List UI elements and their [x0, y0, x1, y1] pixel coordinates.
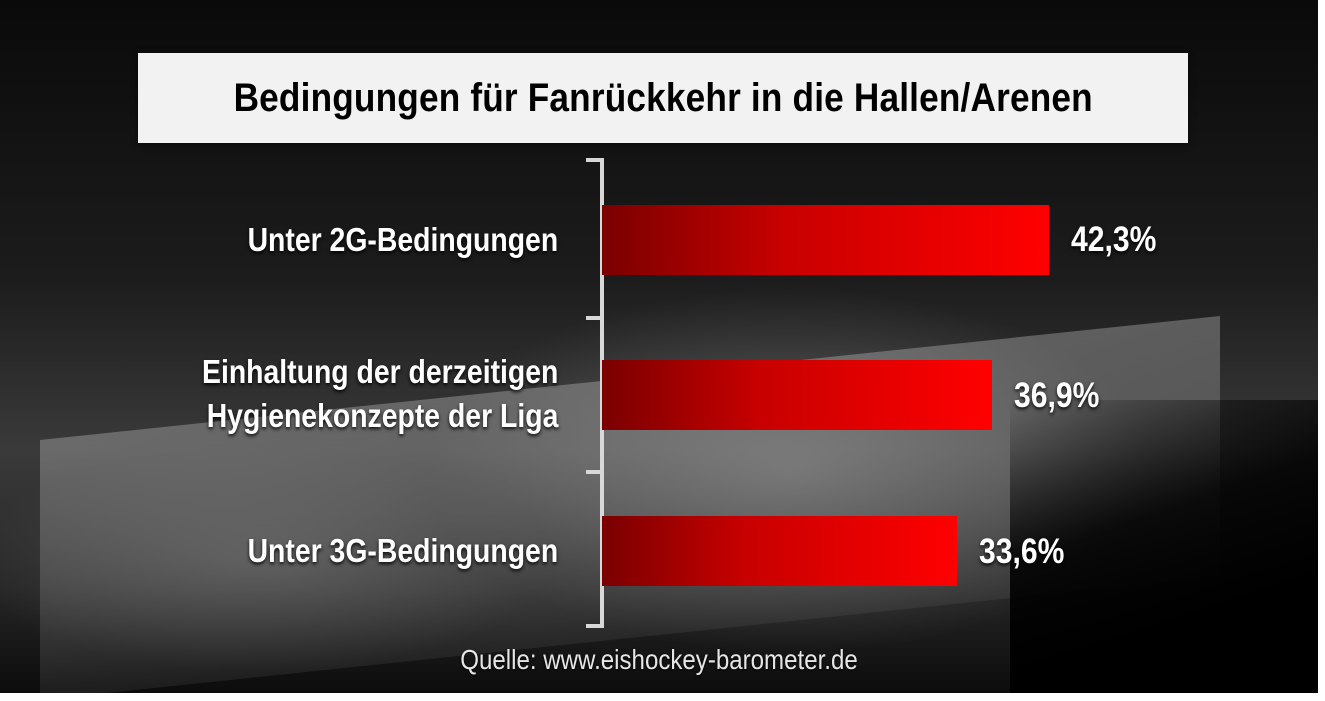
bar-hygiene [602, 360, 992, 430]
bar-2g [602, 205, 1049, 275]
background-railing [1010, 400, 1318, 693]
category-label-line: Einhaltung der derzeitigen [201, 353, 558, 390]
axis-tick [586, 158, 600, 162]
value-label-2g: 42,3% [1071, 220, 1157, 259]
axis-tick [586, 624, 600, 628]
category-label-3g: Unter 3G-Bedingungen [247, 529, 558, 573]
category-label-line: Hygienekonzepte der Liga [206, 397, 559, 434]
chart-title: Bedingungen für Fanrückkehr in die Halle… [233, 75, 1093, 120]
category-label-2g: Unter 2G-Bedingungen [247, 218, 558, 262]
category-label-hygiene: Einhaltung der derzeitigen Hygienekonzep… [202, 350, 558, 438]
source-note: Quelle: www.eishockey-barometer.de [460, 644, 858, 675]
value-label-hygiene: 36,9% [1013, 376, 1100, 415]
bar-3g [602, 516, 958, 586]
category-label-line: Unter 2G-Bedingungen [247, 221, 558, 258]
title-box: Bedingungen für Fanrückkehr in die Halle… [138, 53, 1188, 143]
axis-tick [586, 316, 600, 320]
axis-tick [586, 470, 600, 474]
category-label-line: Unter 3G-Bedingungen [247, 532, 558, 569]
value-label-3g: 33,6% [979, 532, 1065, 571]
